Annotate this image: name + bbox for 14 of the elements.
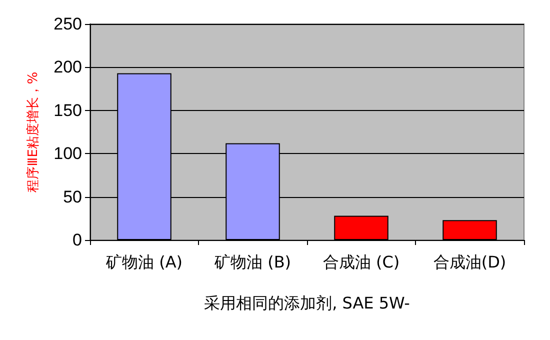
x-tick-label: 矿物油 (B) xyxy=(213,252,292,272)
y-tick-label: 150 xyxy=(54,100,82,120)
y-tick-label: 100 xyxy=(54,144,82,164)
x-tick-label: 矿物油 (A) xyxy=(104,252,183,272)
x-tick-label: 合成油(D) xyxy=(433,252,506,272)
x-axis-title: 采用相同的添加剂, SAE 5W- xyxy=(204,294,410,312)
y-tick-label: 0 xyxy=(72,230,82,250)
y-axis-title: 程序ⅢE粘度增长，% xyxy=(25,72,41,192)
y-tick-label: 200 xyxy=(54,58,82,77)
bar xyxy=(442,220,497,240)
x-tick-label: 合成油 (C) xyxy=(322,252,400,272)
bar xyxy=(334,216,388,240)
y-tick-label: 50 xyxy=(63,187,82,206)
y-tick-label: 250 xyxy=(54,14,82,34)
